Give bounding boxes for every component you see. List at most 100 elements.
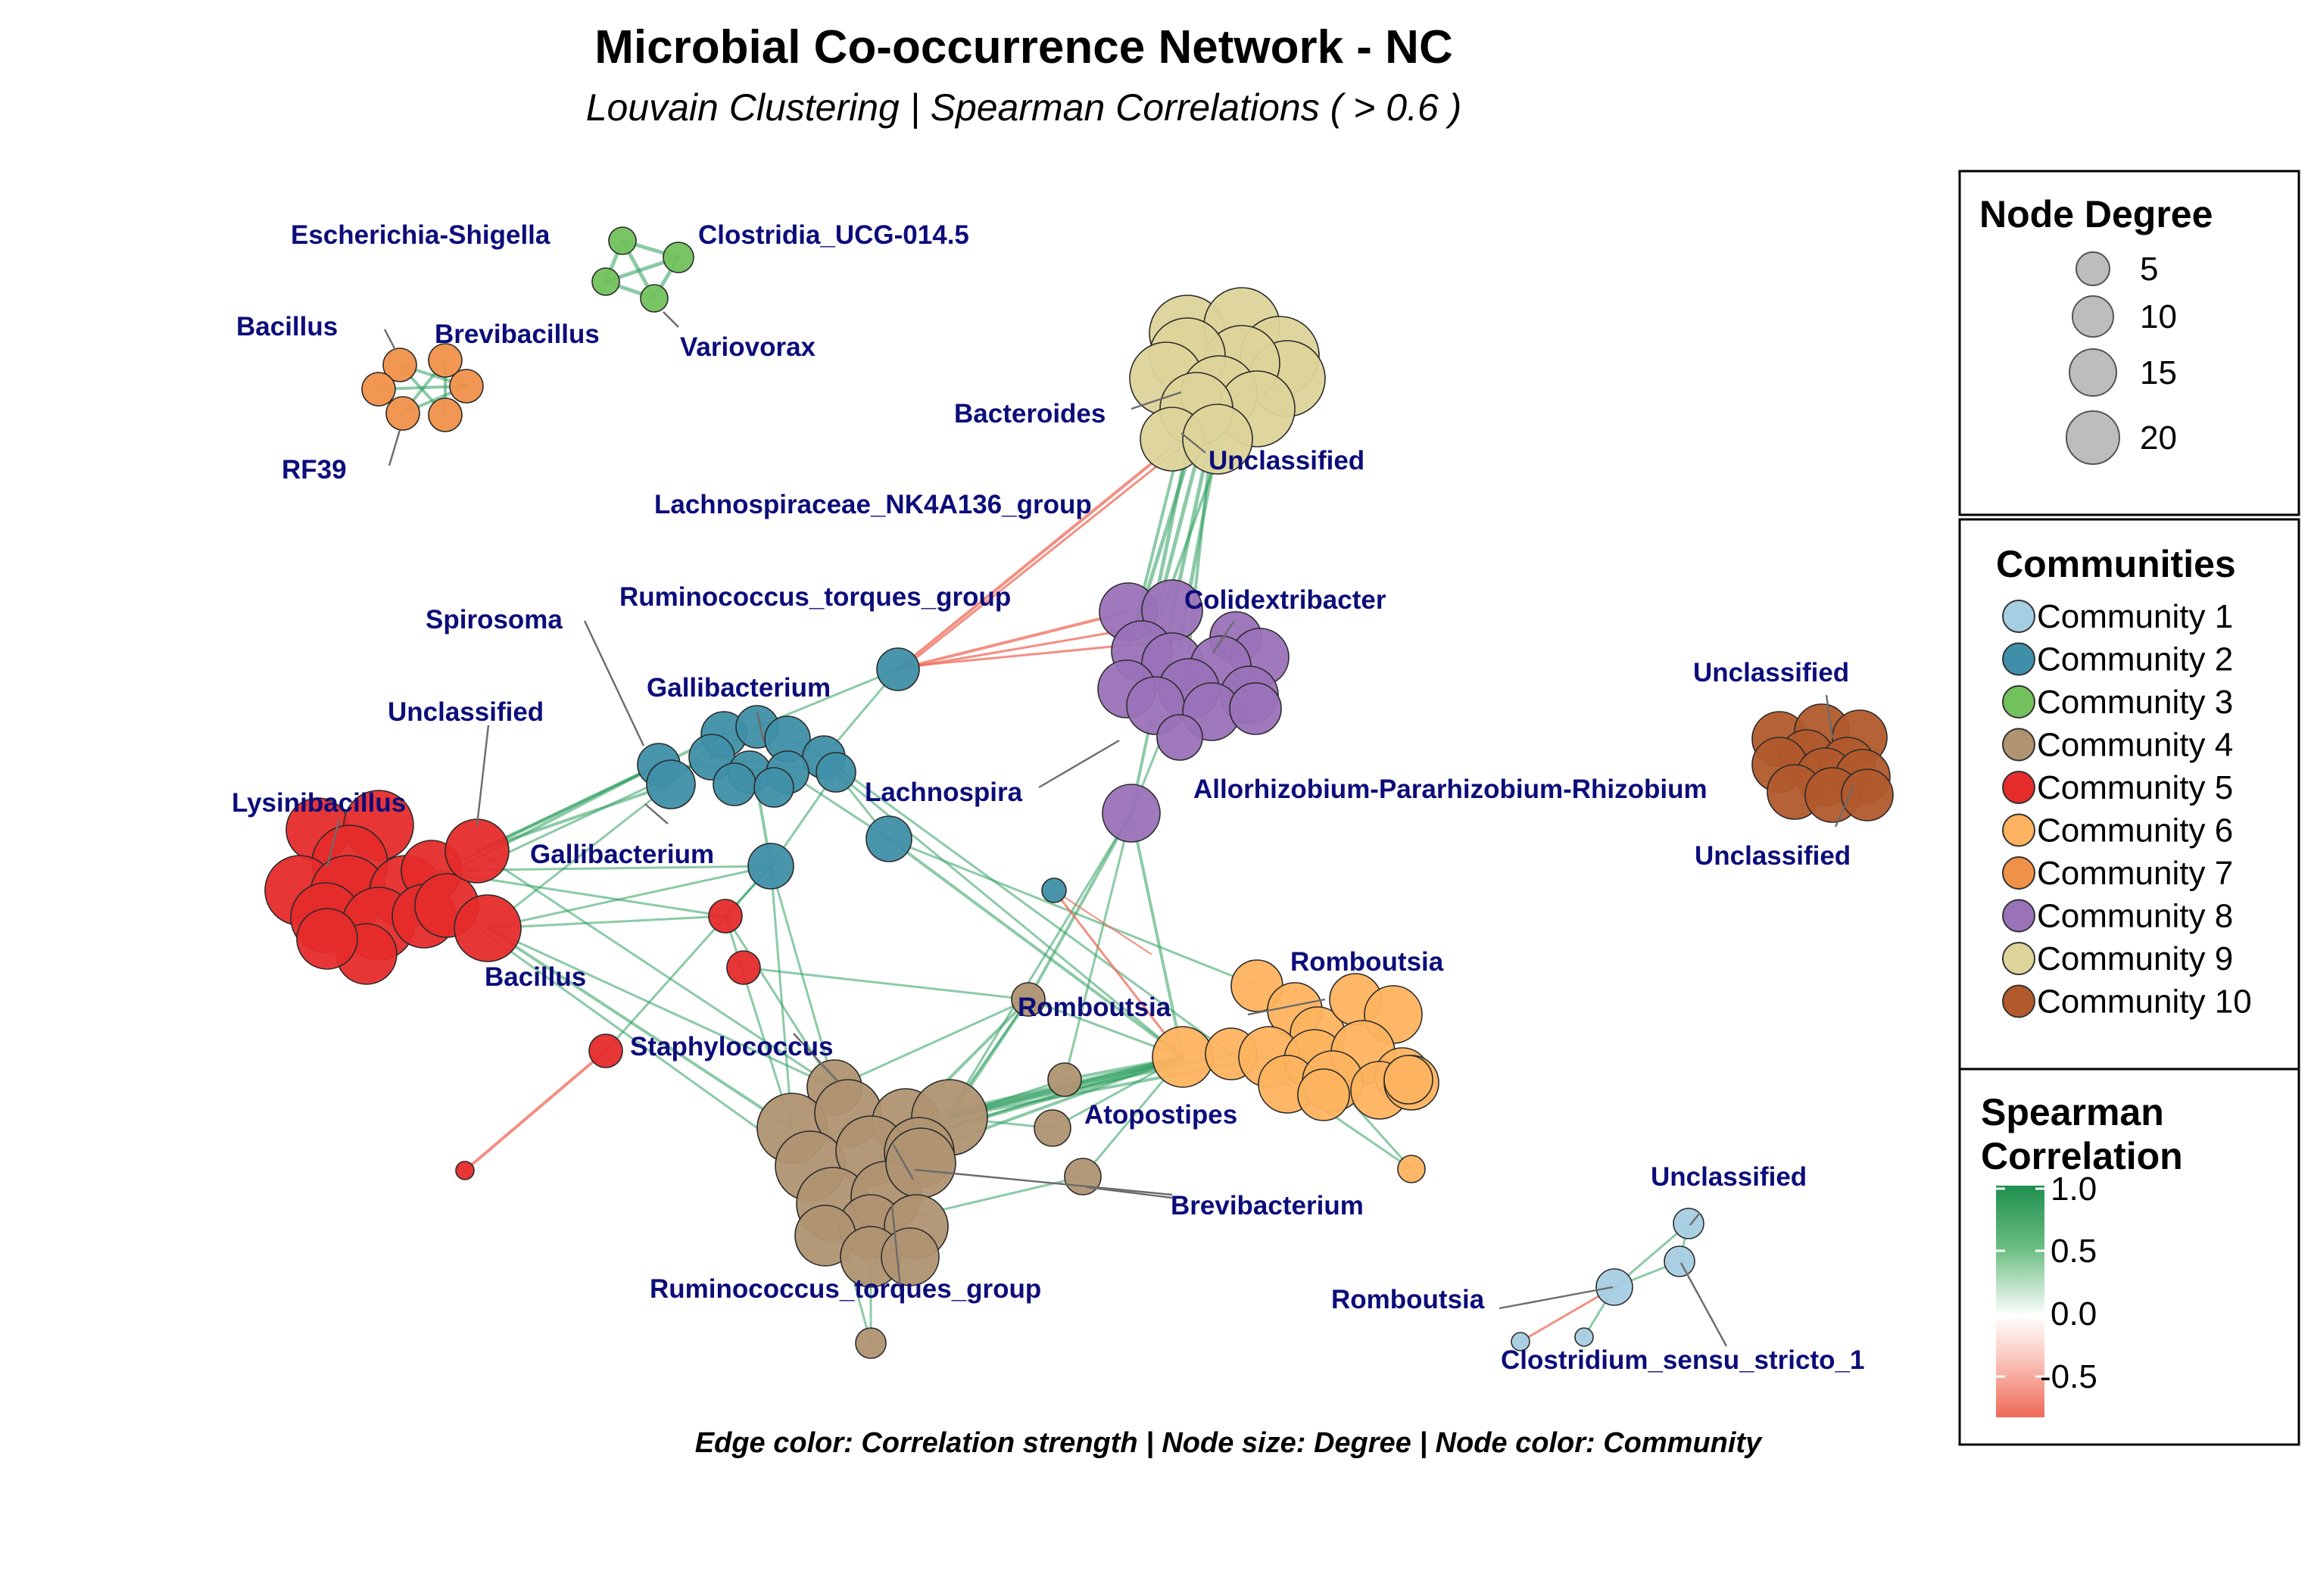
node-community-8 [1156,714,1203,761]
edge-positive [887,837,1258,987]
label-ruminococcus-torques-community4: Ruminococcus_torques_group [650,1274,1041,1304]
community-label: Community 1 [2037,598,2233,635]
edge-positive [486,927,794,1130]
label-rf39: RF39 [282,455,347,485]
label-allorhizobium: Allorhizobium-Pararhizobium-Rhizobium [1193,775,1708,804]
edge-positive [486,783,672,930]
label-atopostipes: Atopostipes [1084,1100,1237,1130]
node-community-5 [454,894,522,962]
degree-marker-10 [2072,295,2114,338]
community-swatch [2002,728,2035,762]
node-community-6 [1297,1068,1350,1121]
degree-marker-20 [2066,410,2120,465]
node-community-1 [1511,1332,1530,1351]
legend-communities: Communities Community 1 Community 2 Commun… [1958,518,2300,1071]
node-community-1 [1595,1268,1633,1306]
community-swatch [2002,942,2035,975]
node-community-8 [1229,682,1282,735]
community-swatch [2002,600,2035,633]
community-label: Community 5 [2037,769,2233,806]
legend-node-degree: Node Degree 5 10 15 20 [1958,170,2300,516]
label-ruminococcus-torques-community2: Ruminococcus_torques_group [619,582,1011,612]
community-label: Community 7 [2037,855,2233,892]
node-community-6 [1152,1026,1214,1088]
node-community-5 [726,950,761,985]
label-unclassified-community9: Unclassified [1209,446,1364,475]
community-swatch [2002,771,2035,804]
label-unclassified-community10-top: Unclassified [1693,658,1849,687]
label-clostridium-sensu-stricto-1: Clostridium_sensu_stricto_1 [1501,1345,1864,1375]
edge-positive [742,966,1030,1001]
edge-negative [897,445,1174,671]
node-community-3 [591,267,620,296]
edge-negative [463,1049,607,1172]
community-swatch [2002,856,2035,890]
correlation-colorbar [1996,1186,2044,1417]
label-spirosoma: Spirosoma [426,605,563,634]
node-community-6 [1397,1155,1426,1183]
node-community-7 [382,348,417,382]
leader-lines [326,311,1855,1347]
label-bacillus-top: Bacillus [236,312,338,341]
edge-positive [833,998,1030,1089]
node-community-6 [1383,1055,1433,1105]
edge-negative [1053,890,1152,955]
community-swatch [2002,813,2035,847]
community-label: Community 3 [2037,684,2233,721]
legend-communities-title: Communities [1996,543,2236,585]
label-romboutsia-community4: Romboutsia [1018,993,1171,1022]
label-romboutsia-community1: Romboutsia [1331,1285,1485,1314]
node-community-4 [1047,1062,1082,1097]
corr-tick-0-5: 0.5 [2051,1233,2097,1270]
community-swatch [2002,685,2035,719]
label-bacillus-community5: Bacillus [485,962,586,992]
label-lachnospira: Lachnospira [865,778,1023,807]
community-label: Community 8 [2037,898,2233,935]
label-romboutsia-community6: Romboutsia [1290,947,1444,977]
node-community-4 [855,1327,887,1359]
corr-tick-1-0: 1.0 [2051,1171,2097,1208]
degree-value-5: 5 [2140,251,2158,288]
edge-positive [724,915,794,1130]
node-community-3 [608,226,637,255]
node-community-3 [663,242,694,273]
edge-positive [486,865,772,930]
edge-negative [897,610,1130,671]
node-community-2 [713,762,756,806]
edge-positive [476,849,836,1089]
node-community-4 [1034,1109,1071,1147]
edge-positive [486,915,727,930]
node-community-7 [385,396,420,431]
legend-corr-title-line1: Spearman [1981,1091,2164,1133]
label-unclassified-community5: Unclassified [388,697,544,727]
community-swatch [2002,899,2035,933]
label-staphylococcus: Staphylococcus [630,1032,833,1061]
label-bacteroides: Bacteroides [954,399,1106,429]
chart-title: Microbial Co-occurrence Network - NC [594,21,1452,73]
node-community-3 [640,284,669,313]
legend-degree-title: Node Degree [1979,193,2213,235]
edge-positive [1027,812,1133,1001]
node-community-7 [361,372,396,407]
edge-negative [907,642,1145,668]
node-community-2 [876,647,920,691]
node-community-4 [1064,1158,1102,1195]
node-community-2 [865,815,912,862]
node-community-9 [1182,404,1253,475]
label-unclassified-community10-bottom: Unclassified [1695,841,1851,871]
node-community-4 [1011,982,1046,1017]
node-community-1 [1664,1245,1695,1277]
edge-positive [486,927,836,1089]
degree-value-15: 15 [2140,354,2177,391]
corr-tick-0-0: 0.0 [2051,1295,2097,1333]
legend-spearman-correlation: Spearman Correlation 1.0 0.5 0.0 -0.5 [1958,1068,2300,1446]
label-lachnospiraceae-nk4a136: Lachnospiraceae_NK4A136_group [654,490,1092,519]
node-community-7 [428,343,463,378]
node-community-2 [1041,877,1067,903]
community-label: Community 2 [2037,641,2233,678]
node-layer [264,226,1894,1359]
node-community-10 [1841,768,1894,821]
label-lysinibacillus: Lysinibacillus [232,788,406,818]
node-community-1 [1673,1208,1704,1239]
